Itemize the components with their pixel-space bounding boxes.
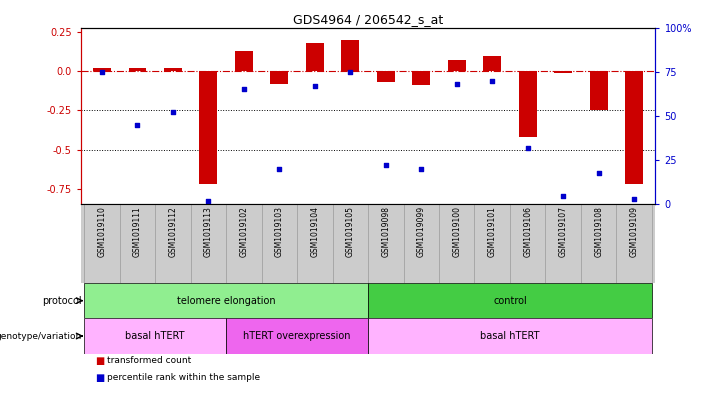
Text: GSM1019109: GSM1019109 bbox=[629, 206, 639, 257]
Text: genotype/variation: genotype/variation bbox=[0, 332, 81, 340]
Bar bbox=[519, 72, 536, 137]
Bar bbox=[341, 40, 359, 72]
Bar bbox=[377, 72, 395, 82]
Bar bbox=[368, 283, 652, 318]
Bar bbox=[93, 68, 111, 72]
Point bbox=[345, 68, 356, 75]
Point bbox=[451, 81, 463, 87]
Point bbox=[522, 145, 533, 151]
Text: GSM1019107: GSM1019107 bbox=[559, 206, 568, 257]
Bar bbox=[368, 318, 652, 354]
Point bbox=[238, 86, 250, 92]
Point bbox=[96, 68, 107, 75]
Point bbox=[168, 109, 179, 116]
Title: GDS4964 / 206542_s_at: GDS4964 / 206542_s_at bbox=[293, 13, 443, 26]
Text: GSM1019111: GSM1019111 bbox=[133, 206, 142, 257]
Point bbox=[593, 169, 604, 176]
Bar bbox=[164, 68, 182, 72]
Bar bbox=[235, 51, 252, 72]
Text: GSM1019112: GSM1019112 bbox=[168, 206, 177, 257]
Bar bbox=[625, 72, 643, 184]
Point bbox=[203, 198, 214, 204]
Point bbox=[309, 83, 320, 89]
Text: GSM1019106: GSM1019106 bbox=[523, 206, 532, 257]
Bar bbox=[226, 318, 368, 354]
Point bbox=[557, 192, 569, 198]
Text: percentile rank within the sample: percentile rank within the sample bbox=[107, 373, 260, 382]
Text: ■: ■ bbox=[95, 373, 104, 383]
Bar bbox=[590, 72, 608, 110]
Text: telomere elongation: telomere elongation bbox=[177, 296, 275, 306]
Text: GSM1019108: GSM1019108 bbox=[594, 206, 603, 257]
Text: GSM1019102: GSM1019102 bbox=[239, 206, 248, 257]
Text: control: control bbox=[493, 296, 527, 306]
Text: GSM1019103: GSM1019103 bbox=[275, 206, 284, 257]
Point bbox=[132, 121, 143, 128]
Point bbox=[416, 166, 427, 172]
Text: transformed count: transformed count bbox=[107, 356, 191, 365]
Text: protocol: protocol bbox=[41, 296, 81, 306]
Point bbox=[273, 166, 285, 172]
Bar bbox=[306, 43, 324, 72]
Bar bbox=[200, 72, 217, 184]
Text: GSM1019113: GSM1019113 bbox=[204, 206, 213, 257]
Text: GSM1019099: GSM1019099 bbox=[417, 206, 426, 257]
Bar bbox=[484, 56, 501, 72]
Text: hTERT overexpression: hTERT overexpression bbox=[243, 331, 350, 341]
Text: GSM1019110: GSM1019110 bbox=[97, 206, 107, 257]
Text: GSM1019101: GSM1019101 bbox=[488, 206, 497, 257]
Text: GSM1019098: GSM1019098 bbox=[381, 206, 390, 257]
Bar bbox=[84, 283, 368, 318]
Text: ■: ■ bbox=[95, 356, 104, 365]
Point bbox=[380, 162, 391, 169]
Bar bbox=[84, 318, 226, 354]
Bar bbox=[271, 72, 288, 84]
Bar bbox=[448, 61, 465, 72]
Text: GSM1019100: GSM1019100 bbox=[452, 206, 461, 257]
Bar bbox=[412, 72, 430, 85]
Point bbox=[486, 77, 498, 84]
Text: GSM1019105: GSM1019105 bbox=[346, 206, 355, 257]
Text: GSM1019104: GSM1019104 bbox=[311, 206, 319, 257]
Text: basal hTERT: basal hTERT bbox=[125, 331, 185, 341]
Text: basal hTERT: basal hTERT bbox=[480, 331, 540, 341]
Bar bbox=[128, 68, 147, 72]
Point bbox=[629, 196, 640, 202]
Bar bbox=[554, 72, 572, 73]
